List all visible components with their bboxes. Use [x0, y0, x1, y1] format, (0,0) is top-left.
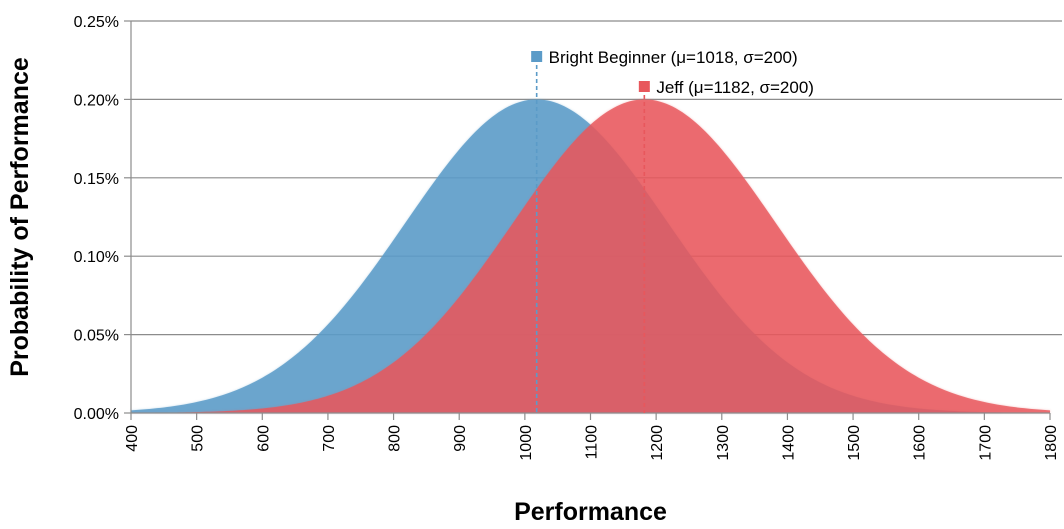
x-tick-label: 900: [452, 425, 469, 452]
y-tick-label: 0.15%: [74, 171, 119, 188]
x-tick-label: 1200: [649, 425, 666, 461]
y-tick-label: 0.25%: [74, 14, 119, 31]
y-tick-label: 0.00%: [74, 406, 119, 423]
x-tick-label: 600: [255, 425, 272, 452]
x-tick-label: 1100: [584, 425, 601, 460]
x-tick-label: 700: [321, 425, 338, 452]
y-tick-label: 0.20%: [74, 92, 119, 109]
x-tick-label: 1600: [912, 425, 929, 461]
x-tick-label: 1800: [1043, 425, 1060, 461]
x-tick-label: 400: [124, 425, 141, 452]
series-label: Bright Beginner (μ=1018, σ=200): [549, 48, 798, 67]
x-axis-title: Performance: [514, 498, 667, 526]
series-area: [131, 99, 1050, 414]
x-tick-label: 1300: [715, 425, 732, 461]
mean-marker-square: [638, 81, 650, 92]
x-tick-label: 500: [190, 425, 207, 452]
x-tick-label: 800: [387, 425, 404, 452]
x-tick-label: 1400: [780, 425, 797, 461]
series-label: Jeff (μ=1182, σ=200): [656, 78, 814, 97]
x-tick-label: 1500: [846, 425, 863, 461]
y-tick-label: 0.10%: [74, 249, 119, 266]
x-tick-label: 1700: [977, 425, 994, 461]
x-tick-label: 1000: [518, 425, 535, 461]
mean-marker-square: [531, 51, 543, 62]
y-tick-label: 0.05%: [74, 328, 119, 345]
y-axis-title: Probability of Performance: [6, 57, 34, 377]
